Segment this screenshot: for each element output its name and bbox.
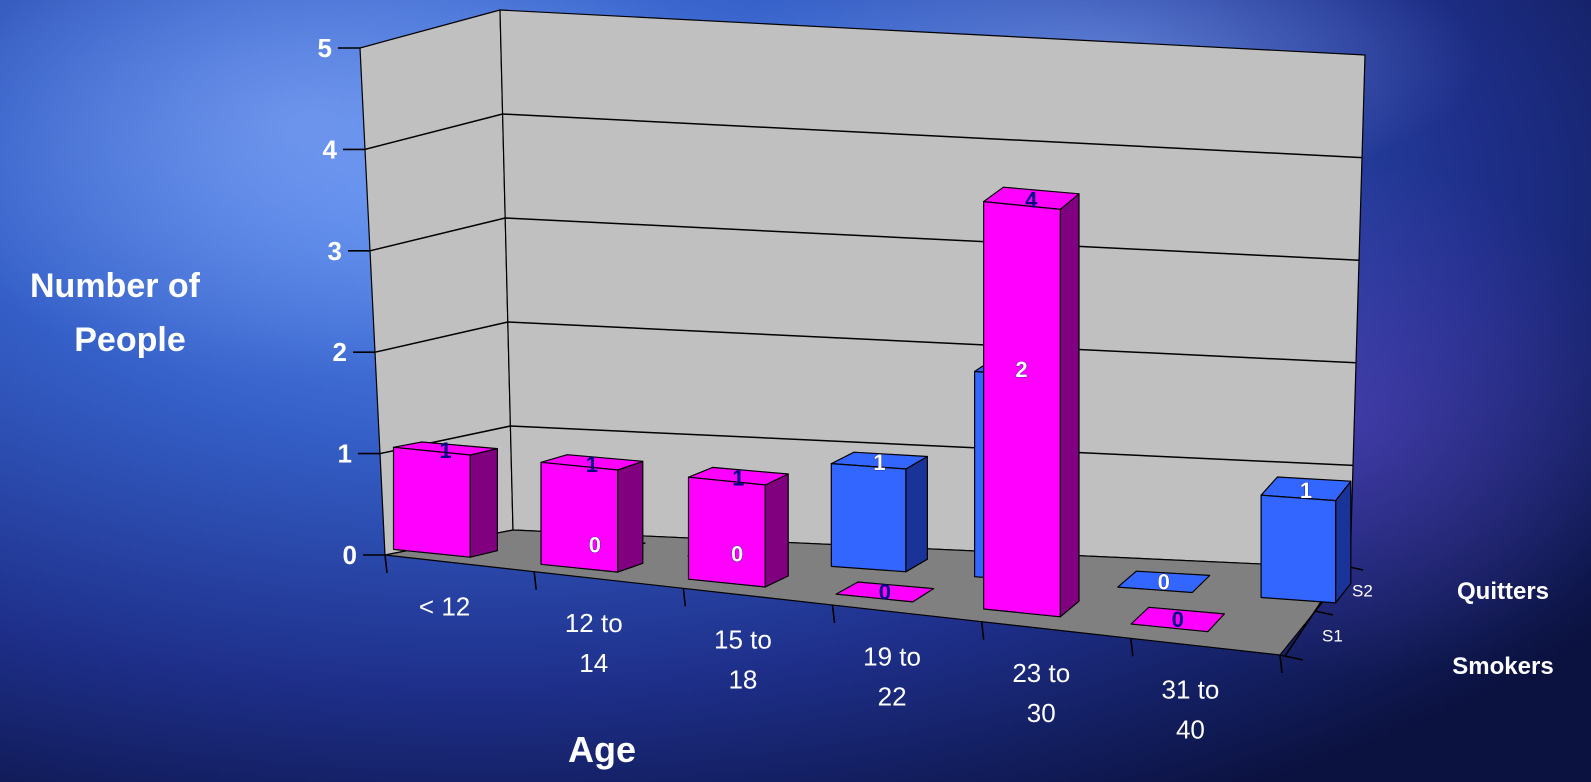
x-tick-label: 23 to 30 bbox=[1012, 658, 1070, 728]
data-label: 0 bbox=[879, 579, 891, 604]
data-label: 0 bbox=[731, 542, 743, 567]
data-label: 2 bbox=[1015, 357, 1027, 382]
bar-quitters bbox=[830, 463, 907, 573]
data-label: 0 bbox=[589, 532, 601, 557]
gridline bbox=[507, 321, 1357, 364]
x-tick bbox=[831, 604, 836, 624]
x-tick bbox=[533, 571, 537, 590]
gridline bbox=[364, 113, 503, 151]
x-tick-label: 19 to 22 bbox=[863, 641, 921, 711]
bar-smokers bbox=[982, 201, 1061, 618]
depth-tick bbox=[1284, 655, 1304, 661]
data-label: 1 bbox=[1300, 478, 1312, 503]
labels-layer: 0 1 2 3 4 5 < 12 12 to 14 15 to 18 19 to 22 23 to 30 31… bbox=[30, 33, 1554, 770]
bar-quitters-side bbox=[905, 455, 929, 573]
x-tick-label: 12 to 14 bbox=[565, 608, 623, 678]
y-tick-label: 5 bbox=[318, 33, 332, 63]
x-tick-label: 31 to 40 bbox=[1162, 675, 1220, 745]
y-axis-title: Number of People bbox=[30, 267, 201, 359]
plot-area bbox=[338, 9, 1366, 674]
x-tick bbox=[682, 588, 687, 607]
y-tick-label: 1 bbox=[338, 439, 352, 469]
bar-smokers-side bbox=[1059, 193, 1080, 618]
data-label: 4 bbox=[1025, 188, 1038, 213]
y-tick-label: 2 bbox=[333, 337, 347, 367]
data-label: 1 bbox=[586, 452, 598, 477]
gridline bbox=[510, 425, 1354, 467]
data-label: 0 bbox=[1172, 607, 1184, 632]
depth-tick bbox=[1314, 610, 1334, 616]
gridline bbox=[502, 113, 1363, 159]
x-tick bbox=[1130, 638, 1134, 657]
x-tick bbox=[384, 554, 388, 574]
bar-smokers bbox=[1130, 606, 1226, 633]
bar-smokers bbox=[540, 461, 619, 573]
gridline bbox=[374, 321, 508, 353]
x-tick bbox=[980, 621, 985, 640]
data-label: 1 bbox=[439, 438, 451, 463]
y-tick-label: 0 bbox=[343, 540, 357, 570]
legend-quitters: Quitters bbox=[1457, 578, 1549, 605]
bar-quitters bbox=[1260, 494, 1337, 604]
bar-smokers-side bbox=[617, 460, 644, 573]
bar-smokers bbox=[392, 446, 471, 558]
data-label: 0 bbox=[1158, 569, 1170, 594]
bar-smokers bbox=[687, 476, 766, 588]
bar-smokers-side bbox=[469, 448, 498, 558]
bar-smokers-side bbox=[764, 473, 789, 588]
gridline bbox=[505, 217, 1360, 261]
y-tick-label: 3 bbox=[328, 236, 342, 266]
bar-quitters bbox=[1117, 570, 1211, 594]
depth-label: S2 bbox=[1352, 582, 1373, 601]
data-label: 1 bbox=[873, 450, 885, 475]
bar-smokers bbox=[835, 581, 935, 603]
x-tick bbox=[1279, 654, 1283, 674]
data-label: 1 bbox=[732, 466, 744, 491]
depth-label: S1 bbox=[1322, 627, 1343, 646]
x-tick-label: < 12 bbox=[419, 591, 470, 621]
x-tick-label: 15 to 18 bbox=[714, 625, 772, 695]
bar-quitters-side bbox=[1334, 480, 1352, 604]
gridline bbox=[369, 217, 506, 252]
x-axis-title: Age bbox=[568, 729, 636, 770]
legend-smokers: Smokers bbox=[1452, 653, 1553, 680]
y-tick-label: 4 bbox=[323, 134, 338, 164]
